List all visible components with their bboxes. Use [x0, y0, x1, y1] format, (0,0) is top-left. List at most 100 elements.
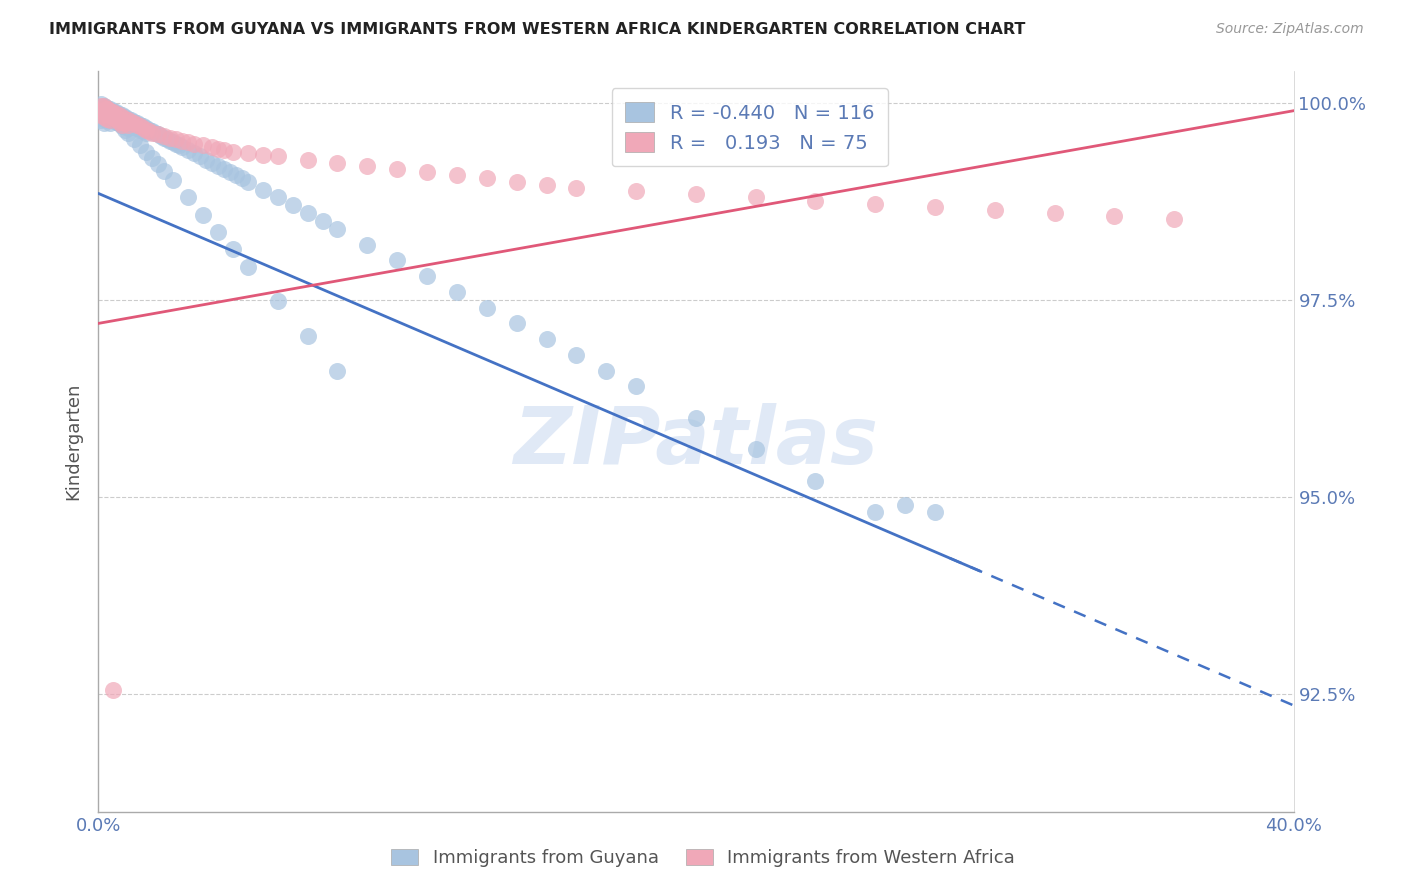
Point [1104, 209, 1126, 223]
Point [93, 99, 115, 113]
Point [183, 146, 205, 161]
Point [219, 165, 242, 179]
Point [96, 113, 118, 128]
Legend: Immigrants from Guyana, Immigrants from Western Africa: Immigrants from Guyana, Immigrants from … [384, 841, 1022, 874]
Point [138, 124, 160, 138]
Point [105, 113, 128, 128]
Point [865, 196, 887, 211]
Point [745, 442, 768, 457]
Y-axis label: Kindergarten: Kindergarten [63, 383, 82, 500]
Point [1043, 206, 1066, 220]
Point [281, 198, 304, 212]
Point [98, 107, 122, 121]
Point [98, 102, 122, 116]
Point [191, 138, 214, 153]
Point [117, 121, 139, 136]
Point [108, 116, 131, 130]
Point [326, 155, 349, 169]
Point [162, 135, 184, 149]
Point [153, 128, 176, 143]
Point [148, 128, 170, 142]
Point [924, 505, 946, 519]
Point [98, 105, 122, 120]
Point [93, 110, 115, 124]
Point [446, 285, 468, 299]
Point [153, 130, 176, 145]
Point [96, 102, 118, 116]
Point [117, 112, 139, 126]
Point [222, 145, 245, 159]
Point [252, 182, 274, 196]
Point [90, 105, 112, 120]
Point [127, 116, 149, 130]
Point [207, 225, 229, 239]
Point [141, 126, 163, 140]
Legend: R = -0.440   N = 116, R =   0.193   N = 75: R = -0.440 N = 116, R = 0.193 N = 75 [612, 88, 889, 167]
Point [595, 364, 617, 378]
Point [120, 113, 142, 128]
Point [117, 126, 139, 140]
Point [297, 329, 319, 343]
Point [506, 175, 529, 189]
Point [446, 169, 468, 183]
Point [135, 126, 157, 140]
Point [111, 115, 134, 129]
Point [103, 108, 125, 122]
Point [108, 107, 131, 121]
Point [114, 110, 136, 124]
Point [93, 101, 115, 115]
Point [297, 206, 319, 220]
Point [129, 138, 152, 153]
Point [124, 120, 146, 134]
Point [201, 155, 224, 169]
Point [132, 124, 155, 138]
Point [191, 208, 214, 222]
Point [90, 102, 112, 116]
Point [129, 118, 152, 132]
Point [177, 143, 200, 157]
Point [93, 101, 115, 115]
Point [141, 124, 163, 138]
Point [105, 107, 128, 121]
Point [96, 101, 118, 115]
Point [105, 110, 128, 124]
Point [132, 120, 155, 134]
Point [129, 122, 152, 136]
Point [565, 348, 588, 362]
Point [416, 165, 439, 179]
Point [536, 178, 558, 192]
Point [177, 190, 200, 204]
Point [183, 136, 205, 151]
Point [1163, 212, 1185, 227]
Point [103, 113, 125, 128]
Point [124, 116, 146, 130]
Point [111, 120, 134, 134]
Text: IMMIGRANTS FROM GUYANA VS IMMIGRANTS FROM WESTERN AFRICA KINDERGARTEN CORRELATIO: IMMIGRANTS FROM GUYANA VS IMMIGRANTS FRO… [49, 22, 1025, 37]
Point [108, 115, 131, 129]
Point [172, 134, 194, 148]
Point [475, 171, 498, 186]
Point [177, 135, 200, 149]
Point [98, 108, 122, 122]
Point [103, 103, 125, 118]
Point [93, 103, 115, 118]
Point [135, 121, 157, 136]
Point [98, 103, 122, 118]
Point [114, 122, 136, 136]
Point [124, 132, 146, 146]
Point [114, 112, 136, 126]
Point [108, 113, 131, 128]
Point [135, 122, 157, 136]
Point [132, 121, 155, 136]
Point [96, 112, 118, 126]
Point [150, 128, 173, 143]
Point [626, 379, 648, 393]
Point [124, 115, 146, 129]
Point [236, 146, 259, 161]
Point [105, 115, 128, 129]
Point [103, 105, 125, 120]
Point [111, 118, 134, 132]
Point [222, 243, 245, 257]
Point [127, 121, 149, 136]
Point [108, 112, 131, 126]
